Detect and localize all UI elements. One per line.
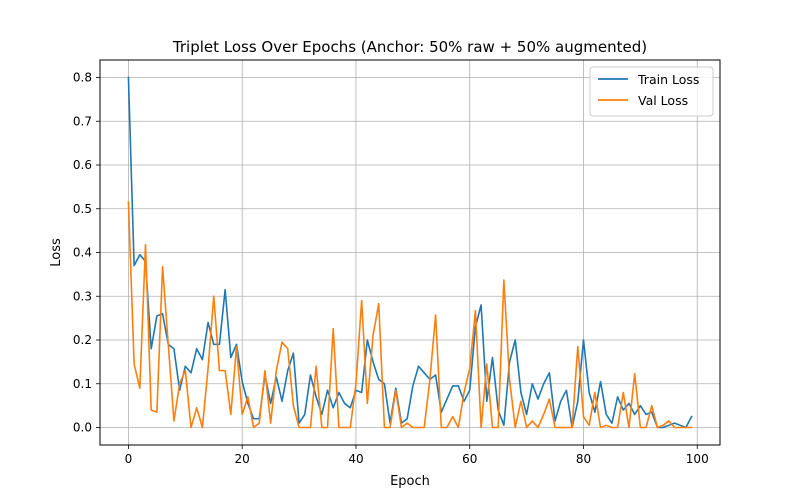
x-tick-label: 0 (125, 452, 133, 466)
y-tick-label: 0.1 (73, 377, 92, 391)
y-axis-label: Loss (49, 238, 64, 267)
x-axis-label: Epoch (390, 474, 430, 489)
y-tick-label: 0.5 (73, 202, 92, 216)
grid (100, 60, 720, 445)
x-tick-label: 80 (576, 452, 591, 466)
y-tick-label: 0.4 (73, 246, 92, 260)
legend: Train Loss Val Loss (589, 66, 714, 117)
series-lines (127, 76, 693, 429)
series-line-train-loss (127, 76, 693, 429)
x-axis-ticks: 0 20 40 60 80 100 (125, 445, 709, 466)
x-tick-label: 100 (686, 452, 709, 466)
legend-label-val-loss: Val Loss (638, 93, 688, 108)
legend-label-train-loss: Train Loss (637, 72, 699, 87)
y-tick-label: 0.6 (73, 158, 92, 172)
y-tick-label: 0.0 (73, 421, 92, 435)
x-tick-label: 60 (462, 452, 477, 466)
chart-title: Triplet Loss Over Epochs (Anchor: 50% ra… (172, 38, 647, 56)
y-tick-label: 0.2 (73, 333, 92, 347)
y-axis-ticks: 0.0 0.1 0.2 0.3 0.4 0.5 0.6 0.7 0.8 (73, 71, 100, 435)
x-tick-label: 40 (348, 452, 363, 466)
y-tick-label: 0.3 (73, 289, 92, 303)
y-tick-label: 0.7 (73, 114, 92, 128)
y-tick-label: 0.8 (73, 71, 92, 85)
series-line-val-loss (127, 201, 693, 429)
x-tick-label: 20 (235, 452, 250, 466)
